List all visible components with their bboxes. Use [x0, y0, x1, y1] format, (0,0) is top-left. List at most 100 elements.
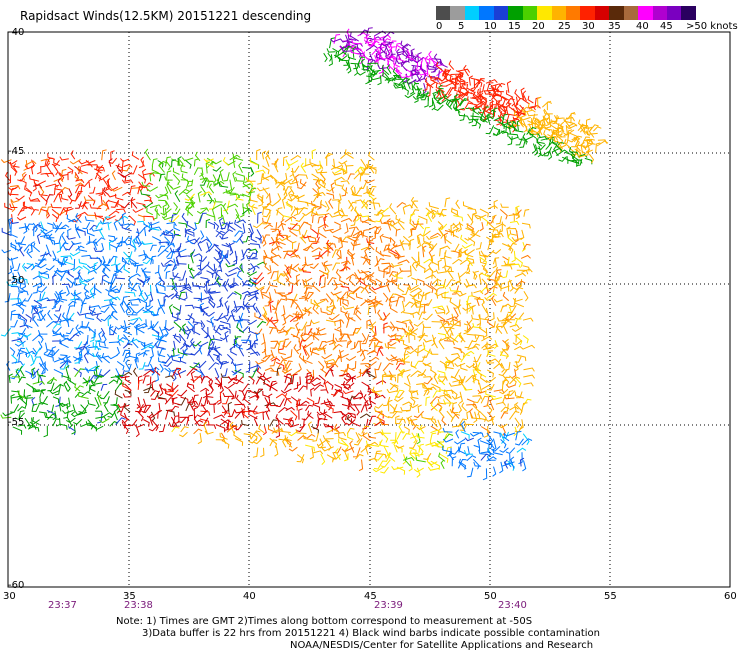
wind-barb — [84, 216, 95, 222]
wind-barb — [304, 374, 314, 379]
legend-swatch — [580, 6, 595, 20]
wind-barb — [190, 370, 195, 384]
wind-barb — [409, 292, 419, 298]
wind-barb — [458, 391, 463, 404]
wind-barb — [437, 398, 446, 405]
wind-barb — [287, 180, 299, 185]
wind-barb — [186, 414, 194, 426]
wind-barb — [460, 364, 468, 371]
wind-barb — [75, 226, 81, 239]
wind-barb — [92, 264, 102, 271]
wind-barb — [302, 434, 314, 441]
wind-barb — [457, 304, 462, 315]
wind-barb — [467, 346, 480, 351]
wind-barb — [433, 61, 444, 67]
wind-barb — [516, 391, 523, 399]
wind-barb — [394, 335, 405, 342]
wind-barb — [285, 266, 292, 278]
wind-barb — [416, 425, 426, 431]
wind-barb — [455, 104, 461, 113]
wind-barb — [26, 248, 33, 259]
wind-barb — [158, 348, 167, 357]
wind-barb — [537, 145, 542, 158]
wind-barb — [23, 159, 28, 171]
wind-barb — [393, 63, 400, 72]
wind-barb — [541, 121, 551, 132]
wind-barb — [165, 409, 175, 416]
wind-barb — [352, 46, 357, 58]
legend-swatch — [508, 6, 523, 20]
wind-barb — [342, 166, 348, 175]
wind-barb — [399, 267, 411, 272]
wind-barb — [285, 436, 293, 448]
wind-barb — [162, 207, 168, 219]
wind-barb — [265, 409, 270, 420]
wind-barb — [522, 344, 536, 350]
wind-barb — [373, 334, 382, 344]
wind-barb — [164, 176, 173, 181]
wind-barb — [314, 396, 321, 405]
wind-barb — [375, 452, 387, 459]
wind-barb — [8, 373, 13, 384]
wind-barb — [317, 331, 327, 336]
wind-barb — [480, 426, 490, 436]
wind-barb — [290, 264, 298, 273]
wind-barb — [31, 368, 36, 380]
wind-barb — [521, 438, 533, 446]
wind-barb — [67, 166, 74, 175]
wind-barb — [320, 453, 326, 465]
wind-barb — [445, 446, 452, 455]
wind-barb — [290, 254, 301, 259]
wind-barb — [285, 201, 293, 211]
wind-barb — [361, 199, 368, 210]
time-label: 23:40 — [498, 600, 527, 611]
wind-barb — [206, 157, 214, 166]
wind-barb — [25, 347, 31, 359]
wind-barb — [45, 183, 58, 188]
wind-barb — [395, 214, 405, 224]
wind-barb — [321, 353, 333, 360]
wind-barb — [411, 277, 418, 285]
wind-barb — [497, 423, 508, 429]
wind-barb — [403, 284, 411, 290]
wind-barb — [193, 253, 203, 257]
wind-barb — [474, 334, 485, 341]
wind-barb — [187, 400, 199, 405]
wind-barb — [189, 267, 195, 279]
wind-barb — [157, 271, 163, 284]
wind-barb — [116, 374, 124, 384]
wind-barb — [129, 165, 138, 175]
wind-barb — [323, 400, 335, 407]
wind-barb — [368, 339, 377, 348]
wind-barb — [344, 149, 354, 159]
wind-barb — [416, 236, 421, 249]
wind-barb — [302, 209, 315, 217]
wind-barb — [389, 382, 399, 393]
wind-barb — [257, 173, 263, 185]
wind-barb — [93, 371, 104, 377]
wind-barb — [89, 203, 102, 209]
wind-barb — [227, 376, 237, 381]
wind-barb — [21, 262, 27, 272]
wind-barb — [265, 154, 270, 167]
wind-barb — [271, 305, 277, 314]
wind-barb — [4, 202, 13, 211]
wind-barb — [227, 292, 237, 299]
wind-barb — [514, 89, 521, 100]
wind-barb — [454, 438, 466, 445]
wind-barb — [269, 439, 278, 447]
wind-barb — [313, 331, 320, 341]
wind-barb — [360, 445, 373, 453]
wind-barb — [170, 233, 180, 243]
wind-barb — [173, 312, 179, 322]
wind-barb — [325, 439, 332, 451]
wind-barb — [222, 440, 230, 449]
wind-barb — [298, 174, 308, 180]
wind-barb — [142, 319, 147, 329]
wind-barb — [543, 130, 549, 139]
wind-barb — [238, 315, 250, 321]
wind-barb — [466, 257, 475, 264]
wind-barb — [438, 223, 448, 230]
wind-barb — [298, 221, 309, 231]
wind-barb — [486, 456, 496, 461]
